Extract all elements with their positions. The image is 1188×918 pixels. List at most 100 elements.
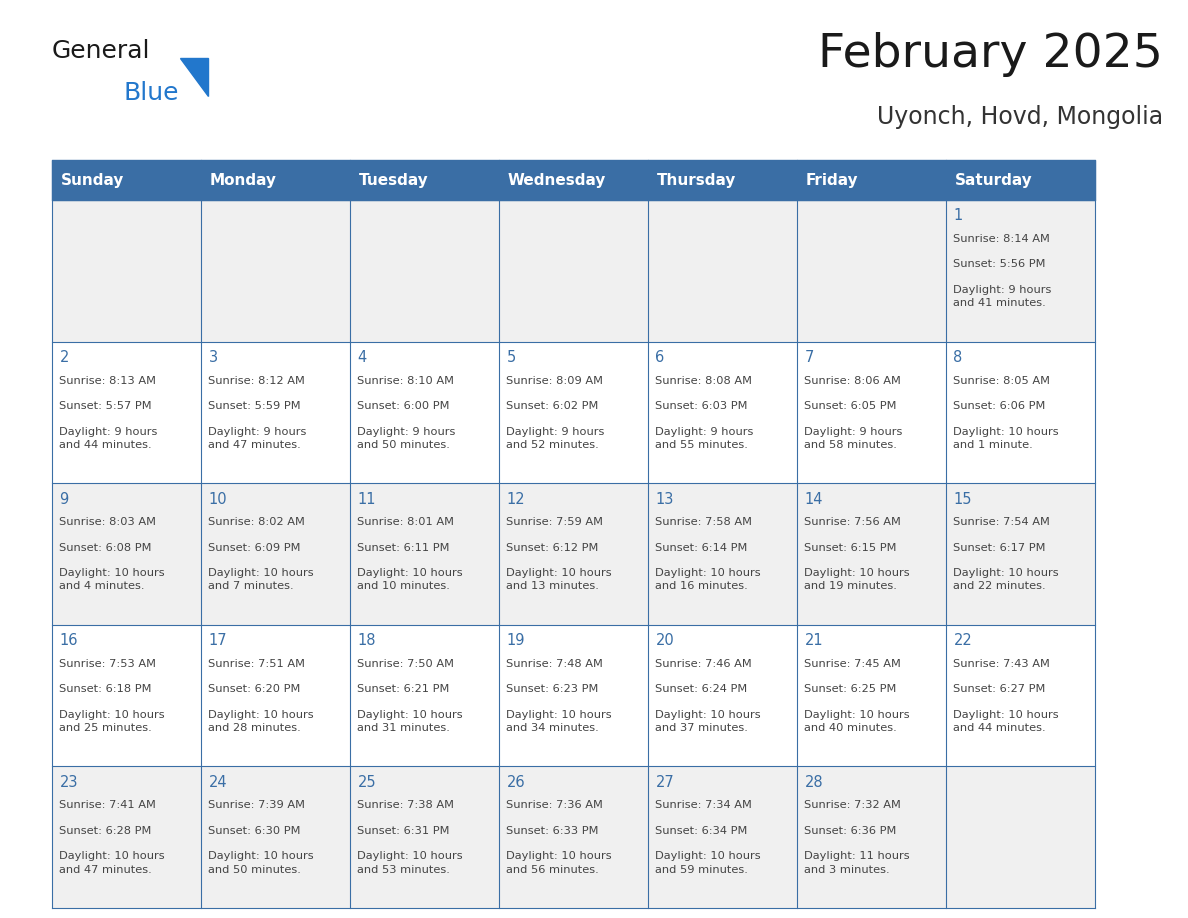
Bar <box>499 341 647 483</box>
Text: Daylight: 10 hours
and 37 minutes.: Daylight: 10 hours and 37 minutes. <box>656 710 762 733</box>
Bar <box>797 160 946 200</box>
Text: Sunset: 6:24 PM: Sunset: 6:24 PM <box>656 684 747 694</box>
Bar <box>499 483 647 625</box>
Bar <box>350 483 499 625</box>
Bar <box>946 200 1095 341</box>
Text: Sunrise: 7:41 AM: Sunrise: 7:41 AM <box>59 800 157 811</box>
Text: Sunrise: 7:32 AM: Sunrise: 7:32 AM <box>804 800 902 811</box>
Text: Monday: Monday <box>210 173 277 187</box>
Text: Daylight: 9 hours
and 47 minutes.: Daylight: 9 hours and 47 minutes. <box>208 427 307 450</box>
Bar <box>350 767 499 908</box>
Bar <box>52 767 201 908</box>
Text: Daylight: 9 hours
and 44 minutes.: Daylight: 9 hours and 44 minutes. <box>59 427 158 450</box>
Bar <box>946 160 1095 200</box>
Text: Sunset: 6:23 PM: Sunset: 6:23 PM <box>506 684 599 694</box>
Text: Sunrise: 7:39 AM: Sunrise: 7:39 AM <box>208 800 305 811</box>
Text: Sunset: 6:09 PM: Sunset: 6:09 PM <box>208 543 301 553</box>
Text: Sunset: 6:31 PM: Sunset: 6:31 PM <box>358 826 450 836</box>
Text: Sunrise: 8:14 AM: Sunrise: 8:14 AM <box>954 234 1050 244</box>
Text: Sunrise: 7:46 AM: Sunrise: 7:46 AM <box>656 659 752 669</box>
Bar <box>647 160 797 200</box>
Bar <box>499 200 647 341</box>
Bar <box>946 767 1095 908</box>
Text: Sunset: 6:11 PM: Sunset: 6:11 PM <box>358 543 450 553</box>
Text: 10: 10 <box>208 492 227 507</box>
Text: Uyonch, Hovd, Mongolia: Uyonch, Hovd, Mongolia <box>877 105 1163 129</box>
Text: 16: 16 <box>59 633 78 648</box>
Text: 22: 22 <box>954 633 972 648</box>
Text: 24: 24 <box>208 775 227 789</box>
Text: 7: 7 <box>804 350 814 365</box>
Text: Sunset: 6:15 PM: Sunset: 6:15 PM <box>804 543 897 553</box>
Text: Daylight: 10 hours
and 59 minutes.: Daylight: 10 hours and 59 minutes. <box>656 851 762 875</box>
Text: Sunrise: 7:58 AM: Sunrise: 7:58 AM <box>656 517 752 527</box>
Text: Sunday: Sunday <box>61 173 125 187</box>
Text: Sunrise: 8:01 AM: Sunrise: 8:01 AM <box>358 517 455 527</box>
Text: Sunset: 6:03 PM: Sunset: 6:03 PM <box>656 401 748 411</box>
Text: Sunrise: 7:53 AM: Sunrise: 7:53 AM <box>59 659 157 669</box>
Text: 23: 23 <box>59 775 78 789</box>
Text: Daylight: 10 hours
and 31 minutes.: Daylight: 10 hours and 31 minutes. <box>358 710 463 733</box>
Text: Sunset: 6:02 PM: Sunset: 6:02 PM <box>506 401 599 411</box>
Bar <box>52 200 201 341</box>
Bar <box>797 341 946 483</box>
Text: Sunset: 6:25 PM: Sunset: 6:25 PM <box>804 684 897 694</box>
Text: Daylight: 10 hours
and 53 minutes.: Daylight: 10 hours and 53 minutes. <box>358 851 463 875</box>
Text: Sunrise: 7:38 AM: Sunrise: 7:38 AM <box>358 800 455 811</box>
Bar <box>797 200 946 341</box>
Text: Sunset: 6:20 PM: Sunset: 6:20 PM <box>208 684 301 694</box>
Text: Daylight: 9 hours
and 52 minutes.: Daylight: 9 hours and 52 minutes. <box>506 427 605 450</box>
Text: 27: 27 <box>656 775 675 789</box>
Text: Daylight: 10 hours
and 7 minutes.: Daylight: 10 hours and 7 minutes. <box>208 568 314 591</box>
Text: 9: 9 <box>59 492 69 507</box>
Text: 20: 20 <box>656 633 675 648</box>
Text: Sunrise: 7:48 AM: Sunrise: 7:48 AM <box>506 659 604 669</box>
Bar <box>797 625 946 767</box>
Text: 4: 4 <box>358 350 367 365</box>
Bar <box>946 341 1095 483</box>
Text: Sunset: 6:34 PM: Sunset: 6:34 PM <box>656 826 747 836</box>
Text: Daylight: 10 hours
and 22 minutes.: Daylight: 10 hours and 22 minutes. <box>954 568 1059 591</box>
Text: Sunrise: 7:34 AM: Sunrise: 7:34 AM <box>656 800 752 811</box>
Bar <box>946 483 1095 625</box>
Text: General: General <box>52 39 151 63</box>
Text: Saturday: Saturday <box>955 173 1032 187</box>
Text: Daylight: 10 hours
and 1 minute.: Daylight: 10 hours and 1 minute. <box>954 427 1059 450</box>
Bar <box>946 625 1095 767</box>
Text: Daylight: 9 hours
and 50 minutes.: Daylight: 9 hours and 50 minutes. <box>358 427 456 450</box>
Text: Sunrise: 8:13 AM: Sunrise: 8:13 AM <box>59 375 157 386</box>
Text: 12: 12 <box>506 492 525 507</box>
Bar <box>201 625 350 767</box>
Text: 26: 26 <box>506 775 525 789</box>
Text: Daylight: 10 hours
and 34 minutes.: Daylight: 10 hours and 34 minutes. <box>506 710 612 733</box>
Text: Sunset: 6:12 PM: Sunset: 6:12 PM <box>506 543 599 553</box>
Bar <box>201 483 350 625</box>
Text: Sunrise: 8:09 AM: Sunrise: 8:09 AM <box>506 375 604 386</box>
Text: 28: 28 <box>804 775 823 789</box>
Bar <box>499 625 647 767</box>
Text: Sunrise: 8:08 AM: Sunrise: 8:08 AM <box>656 375 752 386</box>
Text: Daylight: 10 hours
and 50 minutes.: Daylight: 10 hours and 50 minutes. <box>208 851 314 875</box>
Text: Daylight: 10 hours
and 40 minutes.: Daylight: 10 hours and 40 minutes. <box>804 710 910 733</box>
Bar <box>499 767 647 908</box>
Bar <box>797 767 946 908</box>
Text: Daylight: 10 hours
and 13 minutes.: Daylight: 10 hours and 13 minutes. <box>506 568 612 591</box>
Text: Sunrise: 7:51 AM: Sunrise: 7:51 AM <box>208 659 305 669</box>
Text: Daylight: 11 hours
and 3 minutes.: Daylight: 11 hours and 3 minutes. <box>804 851 910 875</box>
Text: Sunset: 6:08 PM: Sunset: 6:08 PM <box>59 543 152 553</box>
Text: Sunset: 6:14 PM: Sunset: 6:14 PM <box>656 543 747 553</box>
Text: Thursday: Thursday <box>657 173 737 187</box>
Text: Sunset: 6:36 PM: Sunset: 6:36 PM <box>804 826 897 836</box>
Text: 14: 14 <box>804 492 823 507</box>
Text: 25: 25 <box>358 775 377 789</box>
Text: Daylight: 10 hours
and 19 minutes.: Daylight: 10 hours and 19 minutes. <box>804 568 910 591</box>
Text: Daylight: 10 hours
and 10 minutes.: Daylight: 10 hours and 10 minutes. <box>358 568 463 591</box>
Text: Sunset: 5:56 PM: Sunset: 5:56 PM <box>954 260 1045 270</box>
Text: Daylight: 9 hours
and 55 minutes.: Daylight: 9 hours and 55 minutes. <box>656 427 754 450</box>
Text: Sunset: 6:21 PM: Sunset: 6:21 PM <box>358 684 450 694</box>
Text: 1: 1 <box>954 208 962 223</box>
Text: Daylight: 10 hours
and 44 minutes.: Daylight: 10 hours and 44 minutes. <box>954 710 1059 733</box>
Text: Sunrise: 8:03 AM: Sunrise: 8:03 AM <box>59 517 157 527</box>
Text: Sunset: 6:17 PM: Sunset: 6:17 PM <box>954 543 1045 553</box>
Text: Sunrise: 7:45 AM: Sunrise: 7:45 AM <box>804 659 902 669</box>
